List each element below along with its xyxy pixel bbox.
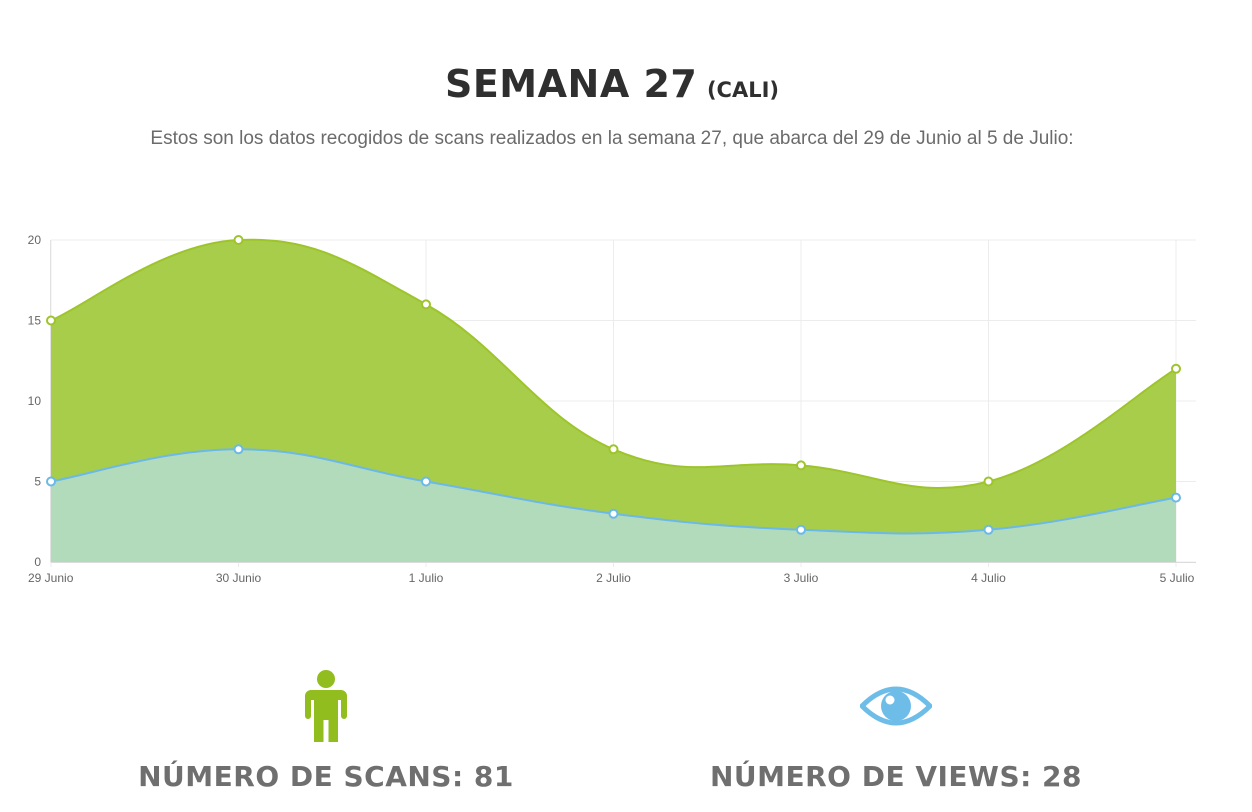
page-title: SEMANA 27 (CALI) <box>0 62 1224 106</box>
y-tick-label: 20 <box>28 233 42 247</box>
x-tick-label: 5 Julio <box>1160 571 1195 585</box>
y-tick-label: 0 <box>34 555 41 569</box>
series-2-point <box>233 444 244 455</box>
x-tick-label: 29 Junio <box>28 571 74 585</box>
series-1-point <box>46 315 56 326</box>
views-count-label: NÚMERO DE VIEWS: 28 <box>709 760 1083 793</box>
series-2-point <box>983 524 994 535</box>
y-tick-label: 10 <box>28 394 42 408</box>
x-tick-label: 1 Julio <box>409 571 444 585</box>
page-description: Estos son los datos recogidos de scans r… <box>150 128 1074 149</box>
series-2-point <box>796 524 806 535</box>
series-1-point <box>421 299 431 310</box>
views-stat: NÚMERO DE VIEWS: 28 <box>636 668 1156 793</box>
series-1-point <box>608 444 619 455</box>
series-2-point <box>46 476 56 487</box>
eye-icon <box>860 686 932 726</box>
y-tick-label: 5 <box>34 475 41 489</box>
series-1-point <box>796 460 806 471</box>
series-2-point <box>421 476 431 487</box>
x-tick-label: 3 Julio <box>784 571 819 585</box>
x-tick-label: 2 Julio <box>596 571 631 585</box>
title-main: SEMANA 27 <box>444 62 698 106</box>
series-2-point <box>1171 492 1181 503</box>
title-suffix: (CALI) <box>706 78 779 102</box>
scans-stat: NÚMERO DE SCANS: 81 <box>66 668 586 793</box>
y-tick-label: 15 <box>28 314 42 328</box>
x-tick-label: 30 Junio <box>216 571 262 585</box>
scans-count-label: NÚMERO DE SCANS: 81 <box>138 760 514 793</box>
series-2-point <box>608 508 619 519</box>
series-1-point <box>233 235 244 245</box>
series-1-point <box>1171 363 1181 374</box>
area-chart: 0 5 10 15 20 29 Junio 30 Junio 1 Julio 2 Julio 3 … <box>28 233 1196 585</box>
x-tick-label: 4 Julio <box>971 571 1006 585</box>
series-1-point <box>983 476 994 487</box>
person-icon <box>305 670 347 742</box>
